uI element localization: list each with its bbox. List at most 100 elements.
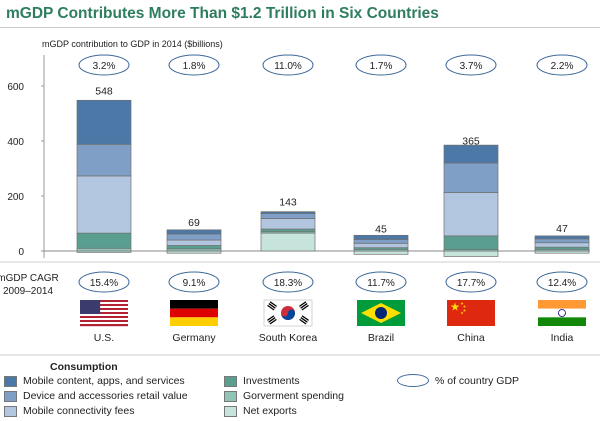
bar-total-label: 45 bbox=[375, 224, 387, 236]
x-tick-label: South Korea bbox=[259, 332, 318, 344]
bar-segment bbox=[166, 233, 222, 241]
pct-gdp-label: 1.7% bbox=[370, 61, 393, 72]
cagr-oval bbox=[168, 271, 220, 293]
flag-trigram bbox=[300, 317, 308, 323]
legend-swatch bbox=[4, 390, 17, 402]
legend-item-pct-gdp: % of country GDP bbox=[397, 374, 519, 387]
bar-segment bbox=[353, 239, 409, 244]
bar-segment bbox=[76, 247, 132, 252]
cagr-value: 15.4% bbox=[90, 278, 118, 289]
bar-segment bbox=[443, 250, 499, 257]
bar-segment bbox=[260, 218, 316, 230]
bar-segment bbox=[534, 238, 590, 244]
flag-star bbox=[463, 309, 466, 312]
cagr-value: 18.3% bbox=[274, 278, 302, 289]
x-tick-label: Germany bbox=[172, 332, 216, 344]
bar-segment bbox=[166, 239, 222, 246]
bar-segment bbox=[353, 250, 409, 255]
legend-swatch bbox=[224, 405, 237, 417]
flag-star bbox=[450, 302, 460, 311]
bar-segment bbox=[443, 144, 499, 164]
legend-swatch bbox=[4, 405, 17, 417]
cagr-value: 17.7% bbox=[457, 278, 485, 289]
bar-segment bbox=[260, 228, 316, 233]
legend-swatch bbox=[224, 375, 237, 387]
pct-gdp-label: 2.2% bbox=[551, 61, 574, 72]
legend-oval-swatch bbox=[397, 374, 429, 387]
flag-star bbox=[460, 311, 464, 315]
flag-band bbox=[170, 317, 218, 326]
bar-segment bbox=[260, 232, 316, 252]
pct-gdp-label: 3.2% bbox=[93, 61, 116, 72]
flag-trigram bbox=[299, 318, 307, 325]
flag-stripe bbox=[80, 318, 128, 321]
bar-segment bbox=[534, 242, 590, 248]
flag-globe bbox=[375, 307, 387, 319]
cagr-period: 2009–2014 bbox=[3, 286, 53, 297]
chart-title: mGDP Contributes More Than $1.2 Trillion… bbox=[6, 5, 439, 22]
legend-label: Mobile content, apps, and services bbox=[23, 375, 185, 387]
bar-total-label: 143 bbox=[279, 197, 297, 209]
flag-brazil bbox=[357, 300, 405, 326]
y-tick-label: 600 bbox=[7, 82, 24, 93]
flag-band bbox=[170, 308, 218, 318]
pct-gdp-oval bbox=[355, 54, 407, 76]
bar-segment bbox=[166, 245, 222, 250]
flag-trigram bbox=[299, 301, 307, 307]
flag-china bbox=[447, 300, 495, 326]
flag-stripe bbox=[80, 324, 128, 327]
flag-taegeuk-bottom bbox=[281, 309, 295, 320]
y-tick-label: 200 bbox=[7, 192, 24, 203]
flag-band bbox=[538, 317, 586, 326]
bar-segment bbox=[260, 213, 316, 219]
pct-gdp-oval bbox=[168, 54, 220, 76]
cagr-value: 9.1% bbox=[183, 278, 206, 289]
legend-label: Device and accessories retail value bbox=[23, 390, 188, 402]
cagr-oval bbox=[536, 271, 588, 293]
flag-field bbox=[447, 300, 495, 326]
flag-stripe bbox=[80, 304, 128, 307]
x-tick-label: U.S. bbox=[94, 332, 114, 344]
cagr-label: mGDP CAGR bbox=[0, 273, 59, 284]
flag-stripe bbox=[80, 300, 128, 303]
bar-segment bbox=[166, 229, 222, 235]
legend-label: Gorverment spending bbox=[243, 390, 344, 402]
flag-star bbox=[463, 305, 466, 308]
bar-segment bbox=[76, 99, 132, 145]
flag-trigram bbox=[301, 304, 309, 311]
pct-gdp-label: 11.0% bbox=[274, 61, 302, 72]
bar-total-label: 365 bbox=[462, 136, 480, 148]
flag-band bbox=[538, 300, 586, 309]
bar-total-label: 548 bbox=[95, 85, 113, 97]
flag-stripe bbox=[80, 316, 128, 319]
cagr-oval bbox=[445, 271, 497, 293]
flag-trigram bbox=[267, 315, 275, 321]
legend-label: Mobile connectivity fees bbox=[23, 405, 135, 417]
flag-trigram bbox=[269, 318, 277, 325]
bar-segment bbox=[353, 234, 409, 240]
flag-trigram bbox=[268, 303, 276, 309]
legend-item-connectivity: Mobile connectivity fees bbox=[4, 405, 134, 417]
flag-stripe bbox=[80, 312, 128, 315]
legend-label: Investments bbox=[243, 375, 300, 387]
flag-stripe bbox=[80, 302, 128, 305]
legend-item-mobile-content: Mobile content, apps, and services bbox=[4, 375, 185, 387]
flag-india bbox=[538, 300, 586, 326]
legend-swatch bbox=[4, 375, 17, 387]
flag-canton bbox=[80, 300, 101, 314]
flag-trigram bbox=[268, 317, 276, 323]
bar-total-label: 69 bbox=[188, 217, 200, 229]
legend-label: % of country GDP bbox=[435, 374, 520, 387]
flag-band bbox=[538, 308, 586, 318]
flag-stripe bbox=[80, 306, 128, 309]
pct-gdp-oval bbox=[78, 54, 130, 76]
flag-stripe bbox=[80, 320, 128, 323]
bar-segment bbox=[76, 232, 132, 249]
flag-south-korea bbox=[263, 299, 313, 327]
legend-item-government: Gorverment spending bbox=[224, 390, 344, 402]
bar-total-label: 47 bbox=[556, 223, 568, 235]
y-tick-label: 400 bbox=[7, 137, 24, 148]
x-tick-label: China bbox=[457, 332, 485, 344]
title-divider bbox=[0, 27, 600, 28]
flag-chakra bbox=[558, 309, 566, 317]
